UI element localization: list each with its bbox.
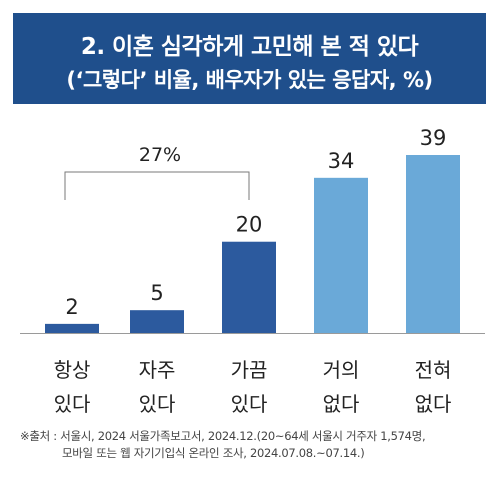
value-label-4: 34	[328, 149, 355, 173]
bracket-line	[64, 171, 250, 200]
source-line-1: ※출처 : 서울시, 2024 서울가족보고서, 2024.12.(20~64세…	[20, 429, 426, 443]
category-label-2-line-2: 있다	[139, 392, 176, 416]
category-label-3-line-1: 가끔	[231, 358, 268, 382]
category-label-5-line-1: 전혀	[415, 358, 452, 382]
bar-5	[406, 155, 460, 333]
category-label-3-line-2: 있다	[231, 392, 268, 416]
bar-1	[45, 323, 99, 333]
category-label-1-line-1: 항상	[54, 358, 91, 382]
bar-2	[130, 310, 184, 333]
source-line-2: 모바일 또는 웹 자기기입식 온라인 조사, 2024.07.08.~07.14…	[62, 446, 365, 460]
chart-title-banner: 2. 이혼 심각하게 고민해 본 적 있다 (‘그렇다’ 비율, 배우자가 있는…	[13, 13, 486, 104]
category-label-5-line-2: 없다	[415, 392, 452, 416]
value-label-2: 5	[150, 281, 163, 305]
chart-subtitle: (‘그렇다’ 비율, 배우자가 있는 응답자, %)	[66, 68, 433, 92]
category-label-4-line-1: 거의	[323, 358, 360, 382]
bracket-label: 27%	[139, 144, 181, 166]
chart-title: 2. 이혼 심각하게 고민해 본 적 있다	[80, 34, 419, 60]
value-label-1: 2	[65, 295, 78, 319]
bar-3	[222, 241, 276, 333]
bar-4	[314, 177, 368, 333]
value-label-5: 39	[420, 126, 447, 150]
source-note: ※출처 : 서울시, 2024 서울가족보고서, 2024.12.(20~64세…	[20, 428, 490, 462]
category-label-2-line-1: 자주	[139, 358, 176, 382]
category-label-4-line-2: 없다	[323, 392, 360, 416]
category-label-1-line-2: 있다	[54, 392, 91, 416]
value-label-3: 20	[236, 213, 263, 237]
